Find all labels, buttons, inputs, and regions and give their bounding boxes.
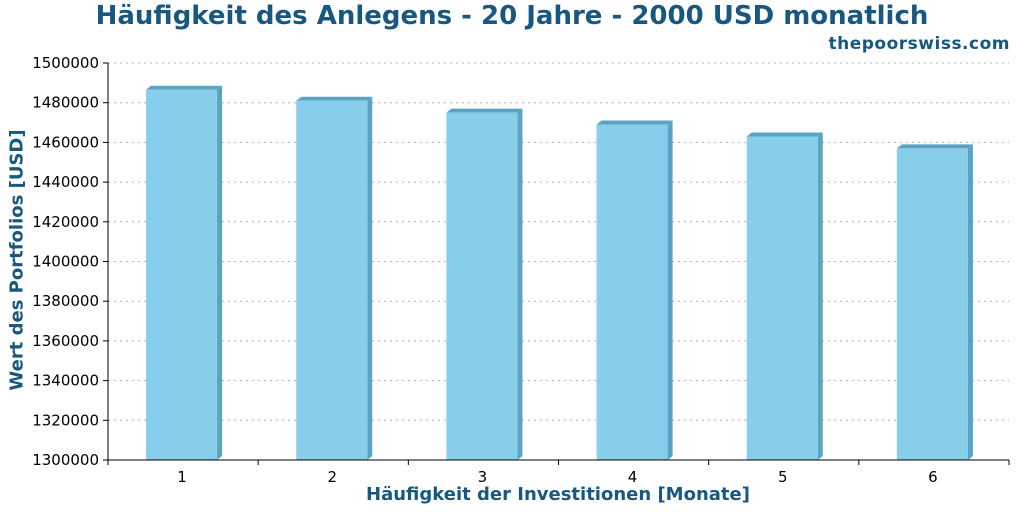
bar-side — [517, 108, 523, 460]
bar — [146, 89, 218, 461]
x-tick-label: 5 — [778, 468, 788, 486]
bar-top — [296, 96, 373, 101]
bar-side — [667, 120, 673, 460]
x-tick-label: 4 — [628, 468, 638, 486]
y-axis-label: Wert des Portfolios [USD] — [6, 129, 28, 391]
x-tick-label: 6 — [928, 468, 938, 486]
x-tick-label: 1 — [177, 468, 187, 486]
x-axis-label: Häufigkeit der Investitionen [Monate] — [366, 484, 750, 505]
bar — [596, 124, 668, 460]
bar-side — [967, 144, 973, 461]
bar-side — [217, 85, 223, 461]
bar-side — [817, 132, 823, 460]
y-tick-label: 1400000 — [32, 253, 99, 271]
y-tick-label: 1420000 — [32, 213, 99, 231]
bar-top — [596, 120, 673, 125]
source-label: thepoorswiss.com — [828, 34, 1010, 54]
y-tick-label: 1500000 — [32, 54, 99, 72]
bar — [446, 112, 518, 460]
bar-top — [896, 144, 973, 149]
y-tick-label: 1440000 — [32, 173, 99, 191]
x-tick-label: 3 — [478, 468, 488, 486]
y-tick-label: 1340000 — [32, 372, 99, 390]
y-tick-label: 1300000 — [32, 451, 99, 469]
y-tick-label: 1460000 — [32, 133, 99, 151]
bar-top — [146, 85, 223, 90]
bar — [746, 136, 818, 460]
chart-title: Häufigkeit des Anlegens - 20 Jahre - 200… — [95, 1, 929, 31]
y-tick-label: 1320000 — [32, 411, 99, 429]
bar — [896, 148, 968, 461]
bar — [296, 100, 368, 460]
bar-side — [367, 96, 373, 460]
y-tick-label: 1480000 — [32, 94, 99, 112]
y-tick-label: 1380000 — [32, 292, 99, 310]
bar-top — [446, 108, 523, 113]
bar-top — [746, 132, 823, 137]
x-tick-label: 2 — [327, 468, 337, 486]
y-tick-label: 1360000 — [32, 332, 99, 350]
